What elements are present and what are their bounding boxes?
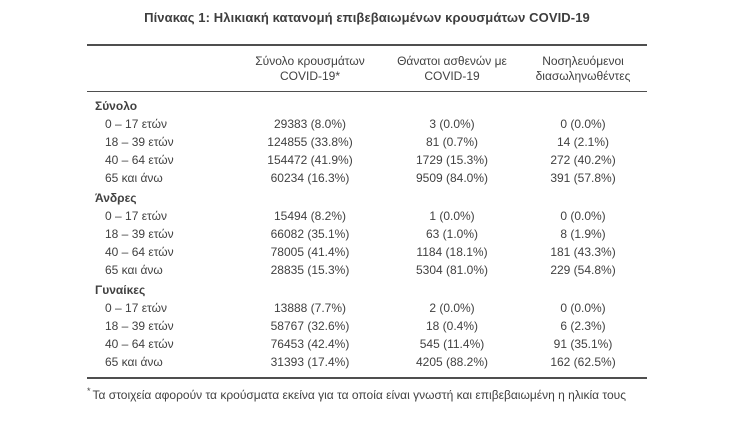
section-header-row: Άνδρες (87, 187, 647, 207)
cases-cell: 28835 (15.3%) (270, 263, 350, 277)
intubated-cell: 14 (2.1%) (556, 135, 610, 149)
intubated-cell: 0 (0.0%) (560, 209, 606, 223)
intubated-cell: 0 (0.0%) (560, 117, 606, 131)
table-row: 0 – 17 ετών 15494 (8.2%) 1 (0.0%) 0 (0.0%) (87, 207, 647, 225)
age-group-label: 65 και άνω (105, 171, 163, 185)
intubated-cell: 391 (57.8%) (550, 171, 616, 185)
column-header-intubated: Νοσηλευόμενοι διασωληνωθέντες (519, 54, 647, 84)
deaths-cell: 18 (0.4%) (425, 319, 479, 333)
age-group-label: 0 – 17 ετών (105, 209, 167, 223)
cases-cell: 66082 (35.1%) (270, 227, 350, 241)
age-group-label: 0 – 17 ετών (105, 117, 167, 131)
age-group-label: 65 και άνω (105, 355, 163, 369)
deaths-cell: 2 (0.0%) (429, 301, 475, 315)
cases-cell: 76453 (42.4%) (270, 337, 350, 351)
column-header-cases: Σύνολο κρουσμάτων COVID-19* (235, 54, 385, 84)
age-group-label: 40 – 64 ετών (105, 337, 174, 351)
column-header-cases-line1: Σύνολο κρουσμάτων (255, 54, 365, 68)
table-row: 40 – 64 ετών 78005 (41.4%) 1184 (18.1%) 181… (87, 243, 647, 261)
section-label: Σύνολο (95, 99, 138, 113)
column-header-intubated-line2: διασωληνωθέντες (535, 69, 631, 83)
section-label: Γυναίκες (95, 283, 146, 297)
cases-cell: 31393 (17.4%) (270, 355, 350, 369)
intubated-cell: 6 (2.3%) (560, 319, 606, 333)
age-group-label: 40 – 64 ετών (105, 245, 174, 259)
footnote-text: Τα στοιχεία αφορούν τα κρούσματα εκείνα … (92, 388, 626, 402)
table-row: 18 – 39 ετών 58767 (32.6%) 18 (0.4%) 6 (2.3… (87, 317, 647, 335)
cases-cell: 78005 (41.4%) (270, 245, 350, 259)
age-group-label: 18 – 39 ετών (105, 135, 174, 149)
deaths-cell: 4205 (88.2%) (415, 355, 489, 369)
section-label: Άνδρες (95, 191, 137, 205)
intubated-cell: 91 (35.1%) (553, 337, 613, 351)
header-empty-cell (87, 54, 235, 84)
cases-cell: 124855 (33.8%) (267, 135, 353, 149)
column-header-cases-line2: COVID-19* (279, 69, 341, 83)
age-group-label: 65 και άνω (105, 263, 163, 277)
column-header-deaths-line1: Θάνατοι ασθενών με (397, 54, 507, 68)
age-group-label: 40 – 64 ετών (105, 153, 174, 167)
table-body: Σύνολο 0 – 17 ετών 29383 (8.0%) 3 (0.0%) 0 (… (87, 92, 647, 377)
table-row: 40 – 64 ετών 76453 (42.4%) 545 (11.4%) 91 (… (87, 335, 647, 353)
table-row: 40 – 64 ετών 154472 (41.9%) 1729 (15.3%) 27… (87, 151, 647, 169)
column-header-deaths-line2: COVID-19 (424, 69, 480, 83)
cases-cell: 13888 (7.7%) (273, 301, 347, 315)
deaths-cell: 81 (0.7%) (425, 135, 479, 149)
intubated-cell: 181 (43.3%) (550, 245, 616, 259)
age-group-label: 0 – 17 ετών (105, 301, 167, 315)
section-header-row: Σύνολο (87, 95, 647, 115)
column-header-deaths: Θάνατοι ασθενών με COVID-19 (385, 54, 519, 84)
intubated-cell: 0 (0.0%) (560, 301, 606, 315)
intubated-cell: 162 (62.5%) (550, 355, 616, 369)
section-header-row: Γυναίκες (87, 279, 647, 299)
deaths-cell: 1729 (15.3%) (415, 153, 489, 167)
table-row: 18 – 39 ετών 124855 (33.8%) 81 (0.7%) 14 (2… (87, 133, 647, 151)
deaths-cell: 1 (0.0%) (429, 209, 475, 223)
age-group-label: 18 – 39 ετών (105, 319, 174, 333)
table-row: 18 – 39 ετών 66082 (35.1%) 63 (1.0%) 8 (1.9… (87, 225, 647, 243)
cases-cell: 15494 (8.2%) (273, 209, 347, 223)
intubated-cell: 8 (1.9%) (560, 227, 606, 241)
cases-cell: 154472 (41.9%) (267, 153, 353, 167)
footnote-marker: * (87, 386, 91, 396)
table-header-row: Σύνολο κρουσμάτων COVID-19* Θάνατοι ασθε… (87, 46, 647, 92)
age-group-label: 18 – 39 ετών (105, 227, 174, 241)
table-row: 65 και άνω 60234 (16.3%) 9509 (84.0%) 391 (… (87, 169, 647, 187)
deaths-cell: 3 (0.0%) (429, 117, 475, 131)
table-row: 0 – 17 ετών 29383 (8.0%) 3 (0.0%) 0 (0.0%) (87, 115, 647, 133)
intubated-cell: 272 (40.2%) (550, 153, 616, 167)
deaths-cell: 5304 (81.0%) (415, 263, 489, 277)
deaths-cell: 63 (1.0%) (425, 227, 479, 241)
data-table: Σύνολο κρουσμάτων COVID-19* Θάνατοι ασθε… (87, 44, 647, 379)
table-footnote: * Τα στοιχεία αφορούν τα κρούσματα εκείνα… (87, 383, 647, 403)
table-row: 0 – 17 ετών 13888 (7.7%) 2 (0.0%) 0 (0.0%) (87, 299, 647, 317)
deaths-cell: 1184 (18.1%) (416, 245, 488, 259)
cases-cell: 58767 (32.6%) (270, 319, 350, 333)
page-title: Πίνακας 1: Ηλικιακή κατανομή επιβεβαιωμέ… (144, 10, 590, 25)
table-row: 65 και άνω 31393 (17.4%) 4205 (88.2%) 162 (… (87, 353, 647, 371)
intubated-cell: 229 (54.8%) (550, 263, 616, 277)
deaths-cell: 9509 (84.0%) (415, 171, 489, 185)
cases-cell: 29383 (8.0%) (273, 117, 347, 131)
table-row: 65 και άνω 28835 (15.3%) 5304 (81.0%) 229 (… (87, 261, 647, 279)
cases-cell: 60234 (16.3%) (270, 171, 350, 185)
column-header-intubated-line1: Νοσηλευόμενοι (542, 54, 624, 68)
deaths-cell: 545 (11.4%) (419, 337, 485, 351)
